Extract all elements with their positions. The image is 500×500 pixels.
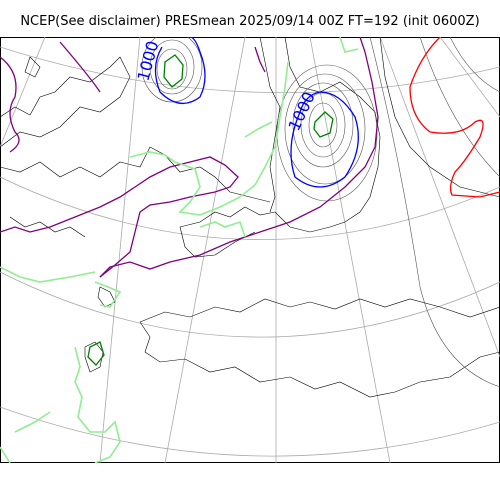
coastlines bbox=[0, 37, 500, 398]
contour-1000 bbox=[154, 37, 359, 188]
contour-red bbox=[409, 37, 500, 198]
pressure-map: 1000 1000 bbox=[0, 37, 500, 463]
map-title: NCEP(See disclaimer) PRESmean 2025/09/14… bbox=[20, 14, 480, 29]
contour-green-light bbox=[0, 37, 359, 463]
contour-purple bbox=[0, 37, 379, 278]
map-border bbox=[0, 37, 500, 463]
low-centers bbox=[87, 54, 334, 366]
graticule bbox=[0, 37, 500, 463]
